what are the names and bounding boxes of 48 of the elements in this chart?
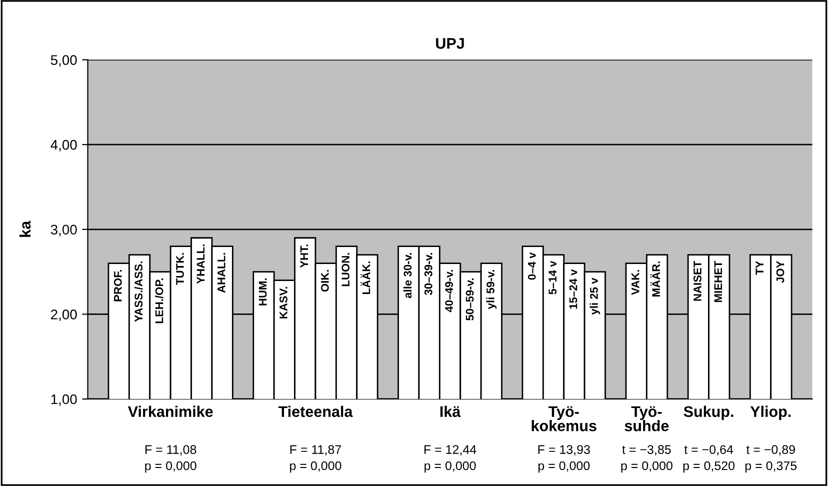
text: F = 13,93 p = 0,000 <box>538 445 590 473</box>
x-tick-label: 30–39-v. <box>424 253 432 296</box>
x-tick-label: 15–24 v <box>569 269 578 309</box>
x-tick-label: YHALL. <box>196 244 204 284</box>
text: Virkanimike <box>128 406 213 418</box>
x-tick-label: yli 25 v <box>590 278 600 315</box>
x-tick-label: LÄÄK. <box>360 262 370 294</box>
x-tick-label: YASS./ASS. <box>134 262 143 322</box>
text: Työ- suhde <box>624 406 669 432</box>
y-tick-label: 4,00 <box>50 140 77 152</box>
x-tick-label: AHALL. <box>218 253 226 293</box>
text: F = 12,44 p = 0,000 <box>424 445 476 473</box>
x-tick-label: 40–49-v. <box>445 270 453 312</box>
text: Tieteenala <box>278 406 353 418</box>
x-tick-label: NAISET <box>694 260 702 301</box>
y-tick-label: 3,00 <box>50 224 77 236</box>
text: Ikä <box>440 406 461 418</box>
x-tick-label: MÄÄR. <box>650 262 660 296</box>
y-axis-title: ka <box>19 220 31 237</box>
x-tick-label: TUTK. <box>176 253 184 285</box>
x-tick-label: MIEHET <box>714 260 722 302</box>
x-tick-label: HUM. <box>258 278 267 306</box>
text: F = 11,87 p = 0,000 <box>290 445 342 473</box>
x-tick-label: LUON. <box>342 253 350 286</box>
x-tick-label: KASV. <box>280 286 288 318</box>
x-tick-label: TY <box>756 260 764 275</box>
x-tick-label: OIK. <box>320 270 329 292</box>
text: Työ- kokemus <box>532 406 596 432</box>
text: t = −3,85 p = 0,000 <box>621 445 672 473</box>
x-tick-label: LEH./OP. <box>155 278 164 324</box>
y-tick-label: 2,00 <box>51 310 77 322</box>
text: t = −0,64 p = 0,520 <box>683 445 735 473</box>
x-tick-label: 5–14 v <box>548 260 556 294</box>
x-tick-label: yli 59-v. <box>486 270 497 310</box>
y-tick-label: 5,00 <box>50 55 77 67</box>
text: t = −0,89 p = 0,375 <box>745 445 797 473</box>
x-tick-label: YHT. <box>300 244 308 268</box>
chart-title: UPJ <box>436 38 464 49</box>
x-tick-label: 0–4 v <box>528 252 536 280</box>
text: F = 11,08 p = 0,000 <box>145 445 196 473</box>
y-tick-label: 1,00 <box>51 394 77 406</box>
text: Sukup. <box>684 406 734 420</box>
text: Yliop. <box>750 406 791 420</box>
x-tick-label: VAK. <box>632 270 640 295</box>
x-tick-label: JOY <box>776 260 784 283</box>
x-tick-label: PROF. <box>114 270 122 302</box>
x-tick-label: alle 30-v. <box>403 253 412 298</box>
x-tick-label: 50–59-v. <box>466 278 474 320</box>
